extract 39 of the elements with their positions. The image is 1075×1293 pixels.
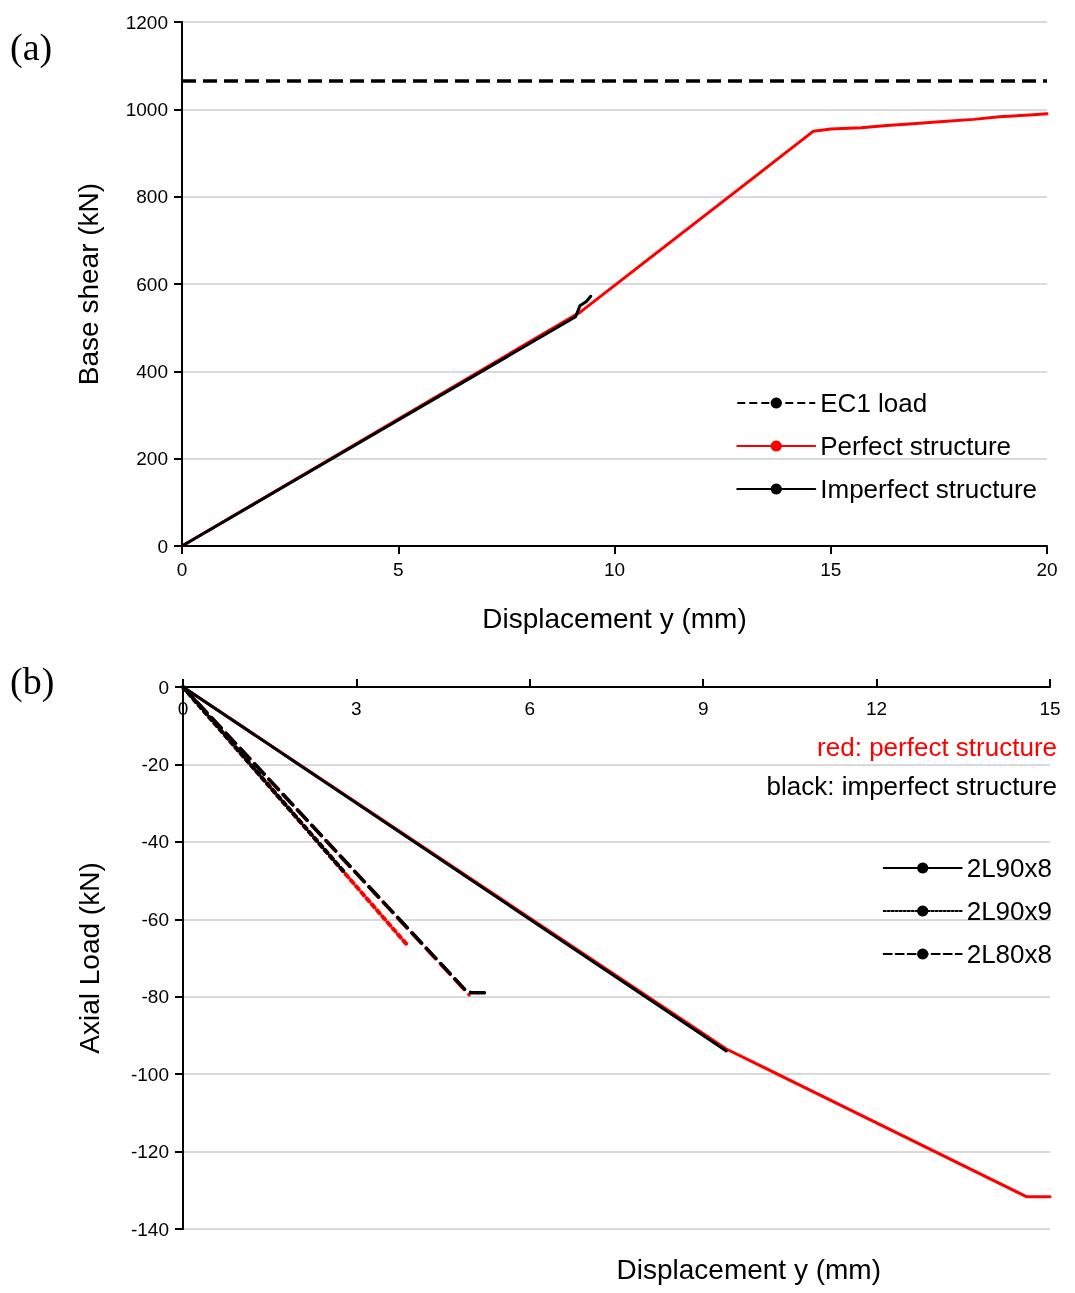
y-tick-label: 0 xyxy=(157,535,168,557)
legend-label: EC1 load xyxy=(820,388,928,418)
legend-label: Perfect structure xyxy=(820,431,1011,461)
legend-label: 2L90x9 xyxy=(966,896,1053,926)
annotation: black: imperfect structure xyxy=(766,771,1058,801)
y-tick-label: 800 xyxy=(136,186,168,208)
x-tick-label: 10 xyxy=(603,559,626,580)
y-tick-label: -60 xyxy=(141,908,169,930)
y-tick-label: -40 xyxy=(141,831,169,853)
y-tick-label: 200 xyxy=(136,448,168,470)
legend-label: Imperfect structure xyxy=(820,474,1037,504)
x-tick-label: 15 xyxy=(820,559,842,580)
y-tick-label: -140 xyxy=(130,1218,169,1240)
y-tick-label: 1000 xyxy=(125,98,168,120)
y-tick-label: 0 xyxy=(158,676,169,698)
y-tick-label: -80 xyxy=(141,986,169,1008)
x-tick-label: 15 xyxy=(1039,698,1061,719)
y-axis-title: Axial Load (kN) xyxy=(73,862,105,1054)
legend-label: 2L90x8 xyxy=(966,853,1053,883)
y-tick-label: -100 xyxy=(130,1063,169,1085)
y-tick-label: 400 xyxy=(136,360,168,382)
x-tick-label: 20 xyxy=(1036,559,1058,580)
y-tick-label: -20 xyxy=(141,753,169,775)
y-tick-label: -120 xyxy=(130,1141,169,1163)
y-tick-label: 1200 xyxy=(125,11,168,33)
x-tick-label: 12 xyxy=(866,698,888,719)
x-tick-label: 0 xyxy=(176,559,188,580)
text: (a) xyxy=(10,26,53,69)
annotation: red: perfect structure xyxy=(817,732,1058,762)
text: (b) xyxy=(10,660,55,703)
x-tick-label: 5 xyxy=(392,559,404,580)
x-axis-title: Displacement y (mm) xyxy=(616,1253,881,1285)
y-axis-title: Base shear (kN) xyxy=(72,182,104,386)
x-axis-title: Displacement y (mm) xyxy=(482,602,747,634)
legend-label: 2L80x8 xyxy=(966,939,1053,969)
x-tick-label: 6 xyxy=(524,698,536,719)
x-tick-label: 3 xyxy=(351,698,362,719)
x-tick-label: 9 xyxy=(697,698,709,719)
y-tick-label: 600 xyxy=(136,273,168,295)
